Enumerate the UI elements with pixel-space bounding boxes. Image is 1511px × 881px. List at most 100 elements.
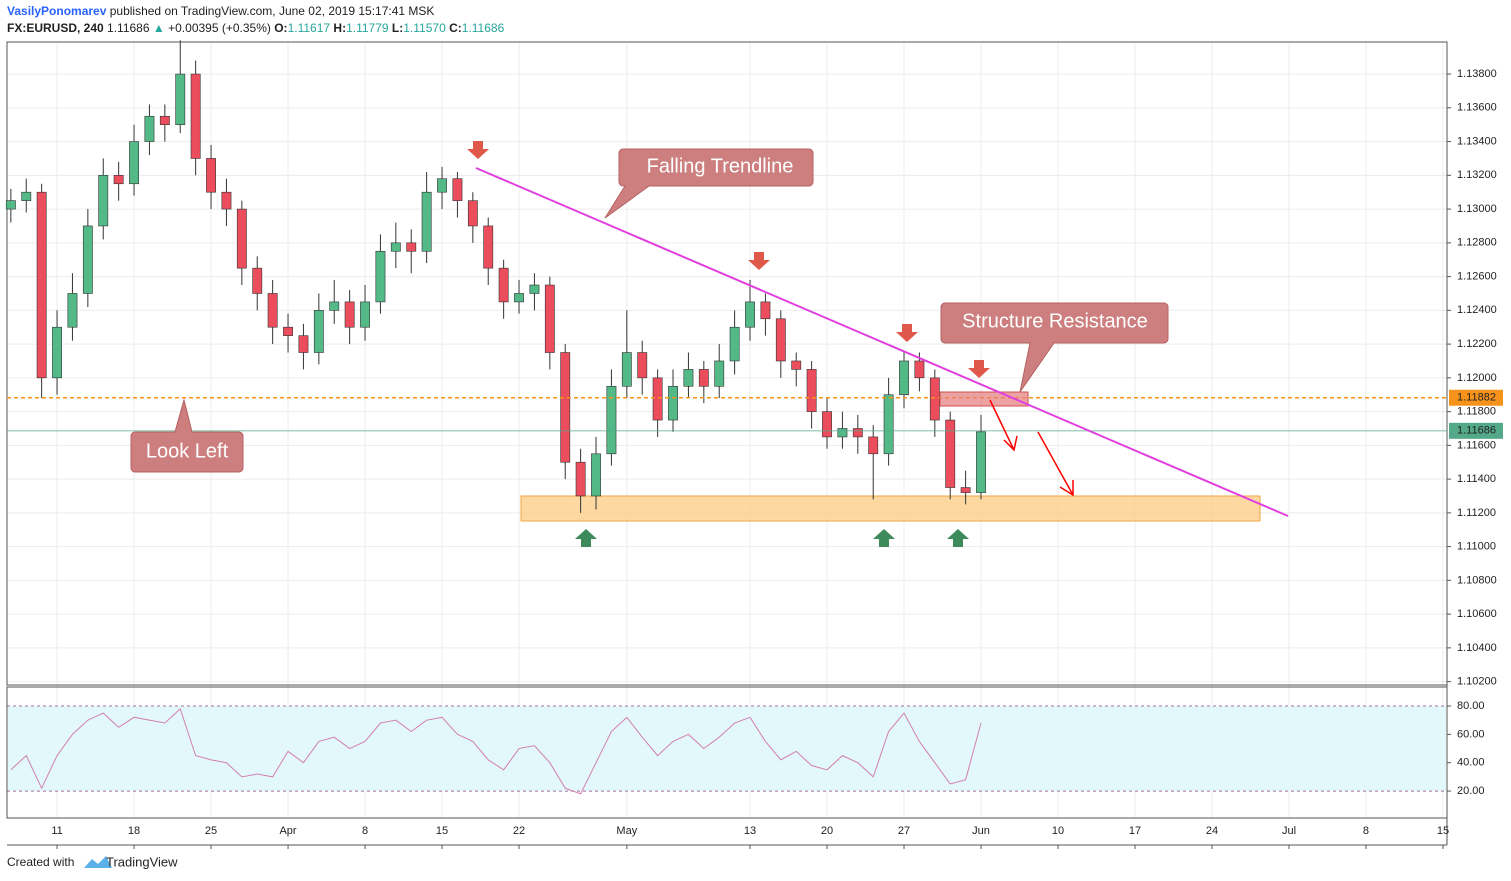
candle-body xyxy=(437,178,447,193)
candle-body xyxy=(283,326,293,336)
price-label-bg xyxy=(1449,389,1503,406)
price-label-bg xyxy=(1449,422,1503,439)
callout-text: Look Left xyxy=(146,440,229,462)
ohlc-key: L: xyxy=(392,21,403,35)
down-arrow xyxy=(748,252,770,270)
candle-body xyxy=(267,293,278,328)
up-arrows xyxy=(575,529,969,547)
y-tick-label: 60.00 xyxy=(1457,728,1485,740)
candle-body xyxy=(714,360,725,387)
candle-body xyxy=(5,200,16,210)
callout-text: Structure Resistance xyxy=(962,310,1148,332)
candle-body xyxy=(698,369,709,387)
support-zone xyxy=(520,495,1261,522)
ohlc-value: 1.11686 xyxy=(462,21,505,35)
y-tick-label: 1.11800 xyxy=(1457,406,1496,418)
x-tick-label: 24 xyxy=(1206,825,1218,837)
y-tick-label: 1.13600 xyxy=(1457,102,1497,114)
x-tick-label: 8 xyxy=(362,825,368,837)
candle-body xyxy=(960,487,971,493)
candle-body xyxy=(745,301,755,328)
change: +0.00395 (+0.35%) xyxy=(168,21,271,35)
up-arrow xyxy=(873,529,895,547)
y-tick-label: 80.00 xyxy=(1457,700,1485,712)
price-label: 1.11882 xyxy=(1457,392,1496,404)
x-tick-label: 8 xyxy=(1363,825,1369,837)
logo xyxy=(84,856,112,868)
candle-body xyxy=(190,73,201,159)
footer-brand[interactable]: TradingView xyxy=(106,854,178,869)
down-arrow xyxy=(896,324,918,342)
candle-body xyxy=(652,377,663,421)
candle-body xyxy=(113,175,124,185)
y-tick-label: 1.12200 xyxy=(1457,338,1497,350)
candle-body xyxy=(606,385,617,455)
callout-box xyxy=(604,148,814,219)
candle-body xyxy=(159,115,170,125)
y-tick-label: 1.11600 xyxy=(1457,439,1496,451)
x-tick-label: Jul xyxy=(1282,825,1296,837)
x-tick-label: Apr xyxy=(279,825,296,837)
y-tick-label: 1.13200 xyxy=(1457,169,1497,181)
candle-body xyxy=(329,301,340,311)
candle-body xyxy=(467,200,478,227)
candle-body xyxy=(868,436,879,455)
candle-body xyxy=(775,318,786,362)
published: published on TradingView.com, June 02, 2… xyxy=(110,4,435,18)
trendline xyxy=(475,167,1289,517)
candle-body xyxy=(591,453,601,497)
x-tick-label: 25 xyxy=(205,825,217,837)
rsi-band xyxy=(8,705,1446,792)
candle-body xyxy=(899,360,909,396)
y-tick-label: 1.11000 xyxy=(1457,541,1496,553)
symbol: FX:EURUSD, 240 xyxy=(7,21,104,35)
down-arrow xyxy=(968,360,990,378)
x-tick-label: 10 xyxy=(1052,825,1064,837)
candle-body xyxy=(236,208,247,269)
footer-created: Created with xyxy=(7,855,74,869)
header-line: VasilyPonomarev published on TradingView… xyxy=(7,4,434,18)
candle-body xyxy=(129,141,139,185)
x-tick-label: 27 xyxy=(898,825,910,837)
candle-body xyxy=(760,301,771,320)
candle-body xyxy=(298,335,309,353)
x-tick-label: 15 xyxy=(1437,825,1449,837)
y-tick-label: 1.10600 xyxy=(1457,608,1497,620)
candle-body xyxy=(221,191,232,210)
candle-body xyxy=(575,461,586,497)
x-tick-label: 15 xyxy=(436,825,448,837)
y-tick-label: 1.11400 xyxy=(1457,473,1496,485)
y-tick-label: 1.11200 xyxy=(1457,507,1496,519)
series xyxy=(5,40,1447,795)
x-tick-label: 13 xyxy=(744,825,756,837)
candle-body xyxy=(668,385,678,421)
candle-body xyxy=(683,369,694,387)
x-tick-label: Jun xyxy=(972,825,990,837)
candle-body xyxy=(313,310,324,353)
ohlc-key: O: xyxy=(274,21,287,35)
candle-body xyxy=(514,293,524,303)
ohlc-value: 1.11617 xyxy=(288,21,331,35)
callout-box xyxy=(940,302,1169,393)
candle-body xyxy=(98,175,109,227)
candle-body xyxy=(360,301,370,328)
candle-body xyxy=(21,191,32,201)
x-tick-label: 11 xyxy=(51,825,62,837)
y-tick-label: 1.13000 xyxy=(1457,203,1497,215)
x-tick-label: May xyxy=(616,825,637,837)
candle-body xyxy=(36,191,47,379)
candle-body xyxy=(529,284,540,294)
x-tick-label: 22 xyxy=(513,825,525,837)
y-tick-label: 40.00 xyxy=(1457,757,1485,769)
candle-body xyxy=(791,360,802,370)
candle-body xyxy=(406,242,417,252)
candle-body xyxy=(206,158,216,193)
ohlc-key: H: xyxy=(333,21,346,35)
candle-body xyxy=(976,431,986,493)
forecast-arrows xyxy=(989,399,1074,497)
candle-body xyxy=(560,352,571,463)
rsi-line xyxy=(10,707,982,795)
callout: Look Left xyxy=(130,398,244,473)
